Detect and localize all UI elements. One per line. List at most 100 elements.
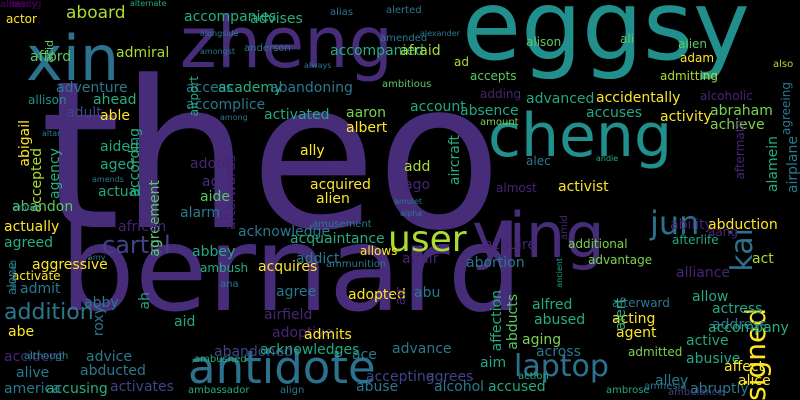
cloud-word: according [127, 128, 143, 197]
cloud-word: almost [496, 181, 537, 195]
cloud-word: amid [559, 215, 570, 240]
cloud-word: abby [84, 295, 119, 311]
cloud-word: jun [650, 204, 700, 242]
cloud-word: airport [187, 76, 201, 117]
cloud-word: accidentally [596, 90, 681, 106]
cloud-word: aide [200, 189, 230, 205]
cloud-word: among [220, 113, 248, 122]
cloud-word: amy [88, 253, 106, 262]
cloud-word: america [4, 381, 61, 397]
cloud-word: roxy [91, 306, 107, 337]
cloud-word: already [0, 0, 38, 10]
cloud-word: ad [454, 55, 469, 69]
cloud-word: abusive [686, 351, 741, 367]
cloud-word: alec [526, 154, 551, 168]
cloud-word: accused [488, 379, 546, 395]
cloud-word: aged [100, 157, 135, 173]
cloud-word: alcohol [434, 379, 485, 395]
cloud-word: accompanied [330, 43, 424, 59]
cloud-word: aftermath [733, 120, 747, 180]
cloud-word: amended [380, 33, 428, 44]
cloud-word: advance [392, 341, 452, 357]
cloud-word: abduction [708, 217, 778, 233]
cloud-word: alley [655, 373, 689, 389]
cloud-word: alert [613, 298, 629, 331]
cloud-word: alcoholic [700, 89, 753, 103]
cloud-word: adam [680, 51, 715, 65]
cloud-word: ambush [200, 261, 249, 275]
cloud-word: allowed [9, 260, 18, 291]
cloud-word: admitted [628, 345, 683, 359]
cloud-word: amber [14, 203, 40, 212]
cloud-word: afraid [400, 43, 441, 59]
cloud-word: accomplice [186, 97, 266, 113]
cloud-word: abortion [466, 255, 525, 271]
cloud-word: amulet [394, 197, 423, 206]
cloud-word: activates [110, 379, 174, 395]
cloud-word: add [404, 159, 431, 175]
cloud-word: able [100, 108, 130, 124]
cloud-word: ability [670, 217, 713, 233]
cloud-word: ambitious [382, 79, 432, 90]
cloud-word: allowing [0, 0, 42, 10]
cloud-word: accompanies [184, 9, 277, 25]
cloud-word: ambassador [188, 385, 250, 396]
cloud-word: agent [616, 325, 657, 341]
cloud-word: accepts [470, 69, 517, 83]
cloud-word: acting [612, 311, 656, 327]
cloud-word: alison [526, 35, 562, 49]
cloud-word: allie [0, 0, 21, 10]
cloud-word: anderson [244, 43, 291, 54]
cloud-word: aircraft [447, 135, 463, 186]
cloud-word: airfield [264, 307, 313, 323]
cloud-word: adoptive [272, 325, 334, 341]
cloud-word: abruptly [690, 381, 749, 397]
cloud-word: cheng [488, 101, 673, 171]
cloud-word: amount [480, 117, 519, 128]
cloud-word: ahead [93, 92, 137, 108]
cloud-word: amends [92, 175, 124, 184]
cloud-word: acquaintance [290, 231, 385, 247]
cloud-word: ammunition [326, 259, 387, 270]
cloud-word: affection [489, 290, 505, 352]
cloud-word: amongst [200, 47, 236, 56]
cloud-word: eggsy [462, 0, 750, 82]
cloud-word: agreed [4, 235, 54, 251]
cloud-word: abducts [505, 294, 521, 350]
cloud-word: theo [40, 38, 502, 276]
cloud-word: although [24, 351, 69, 362]
cloud-word: alternate [130, 0, 167, 8]
cloud-word: bernard [60, 200, 523, 338]
cloud-word: accompany [708, 320, 789, 336]
cloud-word: active [686, 333, 729, 349]
cloud-word: allies [0, 0, 26, 10]
cloud-word: amnesia [644, 381, 687, 392]
cloud-word: abe [8, 324, 35, 340]
cloud-word: aid [174, 314, 196, 330]
cloud-word: absence [460, 103, 519, 119]
cloud-word: agreeing [779, 82, 793, 135]
cloud-word: andie [596, 154, 619, 163]
cloud-word: advises [250, 11, 303, 27]
cloud-word: ying [472, 199, 605, 272]
cloud-word: alias [330, 7, 354, 18]
cloud-word: xin [26, 22, 120, 95]
cloud-word: cartel [102, 231, 171, 259]
cloud-word: accident [4, 349, 64, 365]
cloud-word: aim [480, 355, 507, 371]
cloud-word: addict [296, 251, 340, 267]
cloud-word: user [388, 219, 467, 260]
cloud-word: advanced [526, 91, 595, 107]
cloud-word: admits [304, 327, 352, 343]
cloud-word: afterward [612, 296, 670, 310]
cloud-word: alex [0, 0, 21, 10]
cloud-word: across [536, 344, 581, 360]
cloud-word: accuses [586, 105, 643, 121]
cloud-word: aging [522, 332, 562, 348]
cloud-word: address [712, 317, 768, 333]
cloud-word: african [118, 219, 167, 235]
cloud-word: ally [300, 143, 325, 159]
cloud-word: acid [43, 40, 56, 63]
cloud-word: acquire [484, 237, 536, 253]
cloud-word: alice [738, 373, 771, 389]
